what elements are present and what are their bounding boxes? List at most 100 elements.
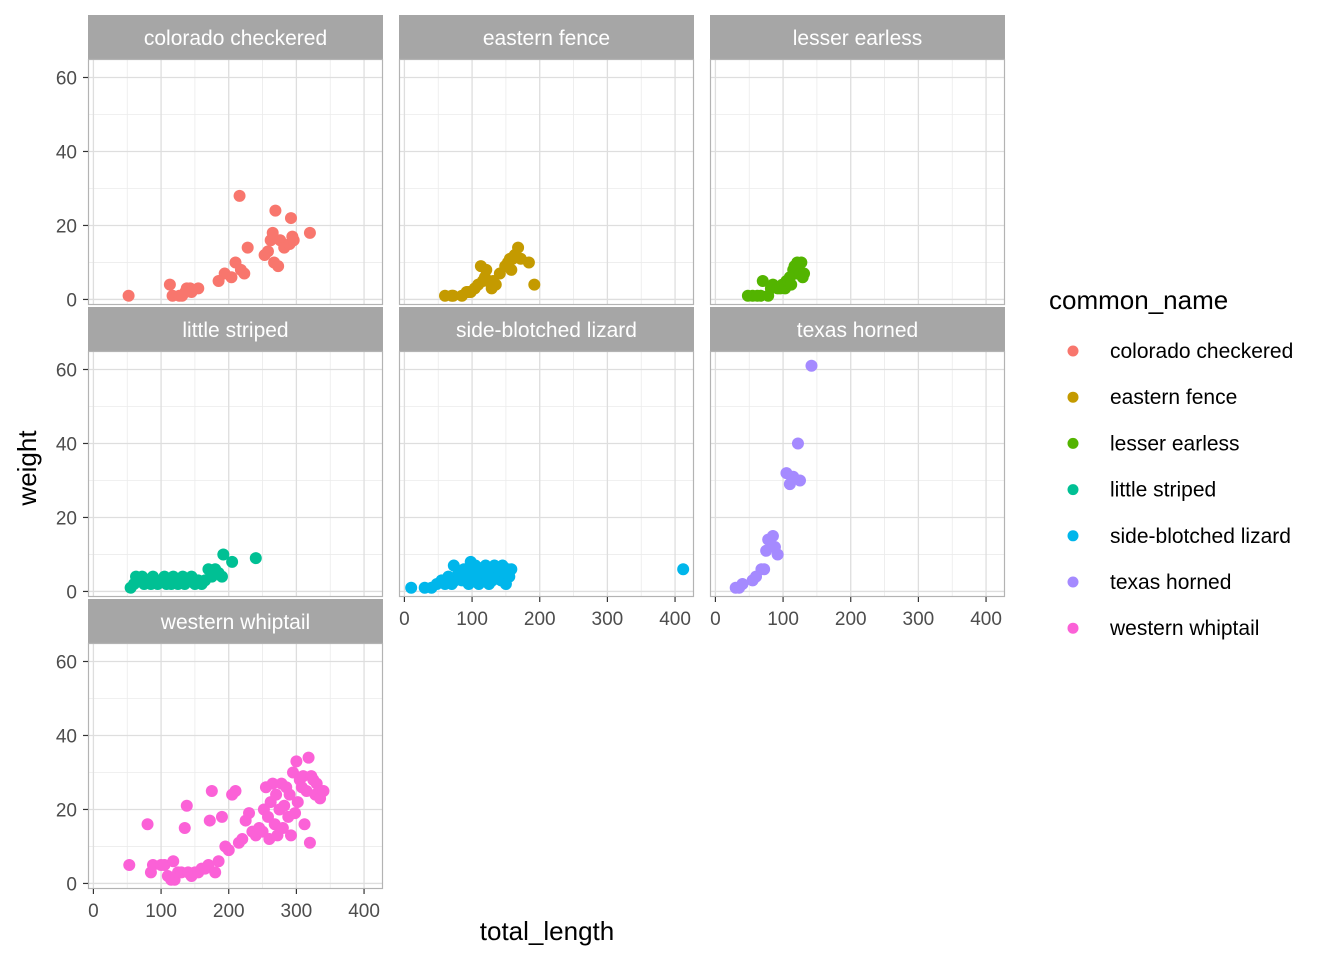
panel-background <box>710 351 1005 597</box>
y-tick-label: 60 <box>56 360 77 381</box>
data-point <box>122 289 135 302</box>
facet-strip-label: western whiptail <box>160 611 310 634</box>
data-point <box>284 212 297 225</box>
data-point <box>225 271 238 284</box>
data-point <box>302 751 315 764</box>
facet-strip <box>710 15 1005 59</box>
data-point <box>283 788 296 801</box>
panel-plot-area <box>88 643 383 889</box>
legend-item: texas horned <box>1067 571 1231 594</box>
panel-border <box>709 350 1006 598</box>
data-point <box>212 855 225 868</box>
data-point <box>238 267 251 280</box>
facet-strip-label: texas horned <box>797 319 918 342</box>
data-point <box>766 529 779 542</box>
facet-strip <box>399 307 694 351</box>
y-tick-label: 0 <box>66 582 77 603</box>
facet-panel: side-blotched lizard 0 100 200 300 400 <box>398 307 695 630</box>
panel-border <box>87 58 384 306</box>
facet-strip-label: colorado checkered <box>144 27 327 50</box>
facet-strip-label: little striped <box>182 319 288 342</box>
data-point <box>298 818 311 831</box>
data-point <box>791 437 804 450</box>
y-tick-label: 0 <box>66 874 77 895</box>
data-point <box>303 226 316 239</box>
y-tick-label: 0 <box>66 290 77 311</box>
legend-key <box>1067 622 1079 634</box>
data-point <box>317 784 330 797</box>
facet-panel: eastern fence <box>398 15 695 306</box>
data-point <box>203 814 216 827</box>
data-point <box>528 278 541 291</box>
data-point <box>771 548 784 561</box>
data-point <box>489 278 502 291</box>
legend-label: colorado checkered <box>1110 340 1293 363</box>
data-point <box>284 829 297 842</box>
facet-panel: little striped 0 20 40 60 <box>56 307 384 603</box>
x-tick-label: 300 <box>281 901 313 922</box>
data-point <box>447 289 460 302</box>
facet-strip <box>710 307 1005 351</box>
data-point <box>798 267 811 280</box>
legend: common_name colorado checkered eastern fe… <box>1049 285 1293 640</box>
legend-key <box>1067 484 1079 496</box>
legend-title: common_name <box>1049 285 1228 315</box>
data-point <box>241 241 254 254</box>
data-point <box>793 474 806 487</box>
data-point <box>226 555 239 568</box>
facet-strip-label: lesser earless <box>793 27 923 50</box>
x-tick-label: 200 <box>835 609 867 630</box>
data-point <box>505 563 518 576</box>
legend-key <box>1067 391 1079 403</box>
panel-plot-area <box>399 59 694 305</box>
facet-panel: texas horned 0 100 200 300 400 <box>709 307 1006 630</box>
y-tick-label: 40 <box>56 726 77 747</box>
legend-label: texas horned <box>1110 571 1231 594</box>
data-point <box>405 581 418 594</box>
data-point <box>276 821 289 834</box>
data-point <box>278 799 291 812</box>
legend-key <box>1067 576 1079 588</box>
x-axis-title: total_length <box>480 916 614 946</box>
data-point <box>756 274 769 287</box>
panel-background <box>88 643 383 889</box>
data-point <box>215 810 228 823</box>
legend-items: colorado checkered eastern fence lesser ea… <box>1067 340 1293 640</box>
data-point <box>289 807 302 820</box>
data-point <box>795 256 808 269</box>
data-point <box>303 836 316 849</box>
x-tick-label: 100 <box>767 609 799 630</box>
legend-item: side-blotched lizard <box>1067 525 1291 548</box>
x-tick-label: 100 <box>456 609 488 630</box>
data-point <box>178 821 191 834</box>
data-point <box>123 858 136 871</box>
legend-item: eastern fence <box>1067 386 1237 409</box>
data-point <box>266 777 279 790</box>
panel-plot-area <box>88 351 383 597</box>
data-point <box>677 563 690 576</box>
facet-strip <box>88 307 383 351</box>
legend-key <box>1067 437 1079 449</box>
y-axis-title: weight <box>12 430 42 507</box>
data-point <box>233 189 246 202</box>
x-tick-label: 300 <box>592 609 624 630</box>
facet-panel: colorado checkered 0 20 40 60 <box>56 15 384 311</box>
data-point <box>243 807 256 820</box>
data-point <box>261 245 274 258</box>
panel-border <box>398 350 695 598</box>
panel-background <box>710 59 1005 305</box>
legend-label: lesser earless <box>1110 432 1240 455</box>
facet-strip-label: side-blotched lizard <box>456 319 637 342</box>
data-point <box>269 204 282 217</box>
data-point <box>163 278 176 291</box>
data-point <box>215 570 228 583</box>
legend-item: little striped <box>1067 479 1216 502</box>
data-point <box>229 784 242 797</box>
y-tick-label: 20 <box>56 800 77 821</box>
legend-label: side-blotched lizard <box>1110 525 1291 548</box>
legend-label: eastern fence <box>1110 386 1237 409</box>
legend-item: lesser earless <box>1067 432 1240 455</box>
x-tick-label: 300 <box>903 609 935 630</box>
panel-background <box>399 351 694 597</box>
